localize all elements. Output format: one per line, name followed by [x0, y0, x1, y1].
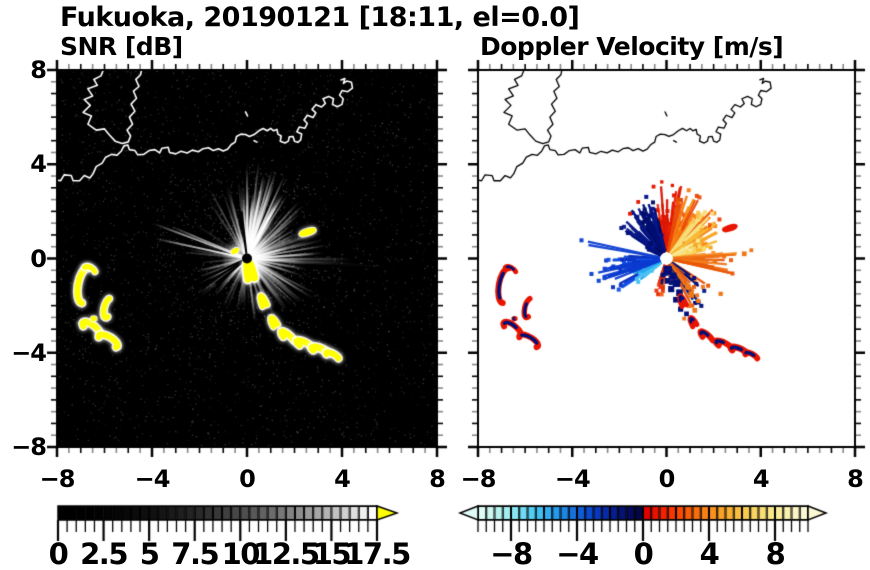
- colorbar-tick-label: 8: [765, 537, 786, 570]
- x-tick-label: −4: [554, 465, 591, 493]
- x-tick-label: 8: [429, 465, 446, 493]
- y-tick-label: −4: [11, 338, 47, 367]
- x-tick-label: −4: [134, 465, 171, 493]
- colorbar-tick-label: 5: [139, 537, 160, 570]
- snr-panel-title: SNR [dB]: [60, 32, 183, 61]
- x-tick-label: −8: [39, 465, 76, 493]
- y-tick-label: 0: [30, 244, 47, 273]
- colorbar-tick-label: 15: [312, 537, 352, 570]
- colorbar-tick-label: 12.5: [253, 537, 320, 570]
- colorbar-tick-label: 7.5: [171, 537, 219, 570]
- colorbar-tick-label: −8: [490, 537, 533, 570]
- x-tick-label: −8: [460, 465, 497, 493]
- x-tick-label: 0: [239, 465, 256, 493]
- y-tick-label: 8: [30, 56, 47, 84]
- x-tick-label: 4: [752, 465, 770, 493]
- colorbar-tick-label: 17.5: [344, 537, 411, 570]
- colorbar-tick-label: −4: [556, 537, 599, 570]
- x-tick-label: 8: [847, 465, 864, 493]
- colorbar-tick-label: 4: [699, 537, 720, 570]
- x-tick-label: 0: [658, 465, 676, 493]
- x-tick-label: 4: [334, 465, 351, 493]
- y-tick-label: 4: [30, 150, 47, 179]
- colorbar-tick-label: 0: [48, 537, 69, 570]
- colorbar-tick-label: 0: [633, 537, 654, 570]
- velocity-panel-title: Doppler Velocity [m/s]: [480, 32, 784, 61]
- colorbar-tick-label: 10: [221, 537, 261, 570]
- y-tick-label: −8: [11, 433, 47, 461]
- figure-title: Fukuoka, 20190121 [18:11, el=0.0]: [60, 2, 580, 33]
- colorbar-tick-label: 2.5: [80, 537, 128, 570]
